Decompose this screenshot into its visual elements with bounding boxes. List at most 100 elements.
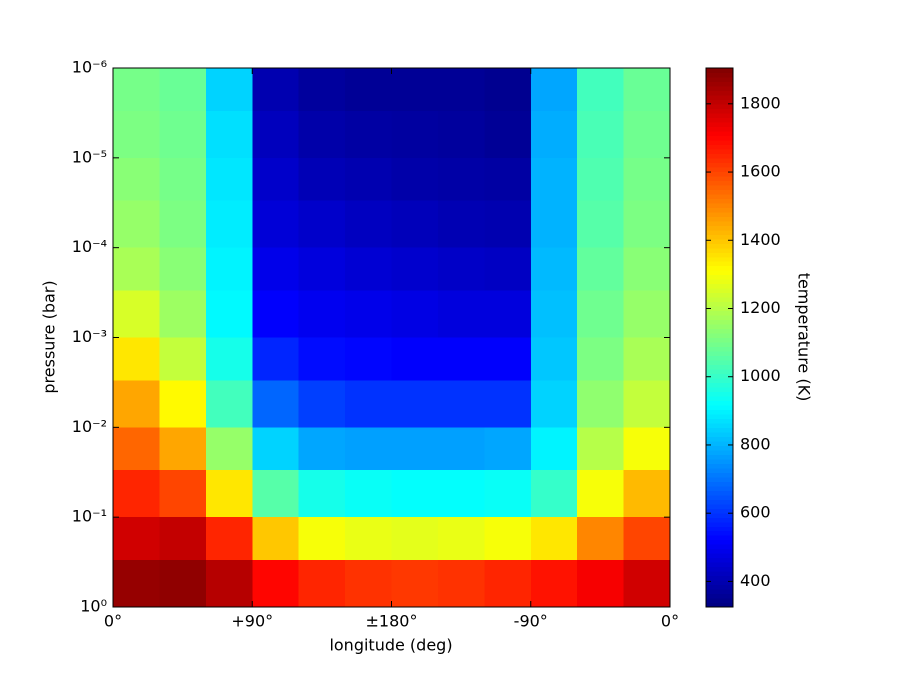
colorbar-tick-label: 400 <box>740 571 771 590</box>
heatmap-cell <box>530 337 578 381</box>
heatmap-cell <box>345 200 393 249</box>
heatmap-cell <box>205 470 253 518</box>
heatmap-cell <box>577 247 625 292</box>
heatmap-cell <box>391 337 439 381</box>
colorbar-segment <box>706 341 733 348</box>
colorbar-segment <box>706 274 733 280</box>
colorbar-segment <box>706 198 733 204</box>
heatmap-cell <box>252 427 300 471</box>
colorbar-segment <box>706 517 733 523</box>
colorbar-segment <box>706 413 733 419</box>
heatmap-cell <box>252 560 300 608</box>
colorbar-segment <box>706 553 733 559</box>
heatmap-cell <box>345 110 393 159</box>
heatmap-cell <box>159 110 207 159</box>
heatmap-cell <box>623 157 671 202</box>
heatmap-cell <box>530 517 578 561</box>
heatmap-cell <box>298 247 346 292</box>
colorbar-segment <box>706 81 733 87</box>
y-tick-label: 10⁻³ <box>72 327 107 346</box>
heatmap-cell <box>205 200 253 249</box>
x-tick-label: -90° <box>514 612 548 631</box>
heatmap-cell <box>623 110 671 159</box>
heatmap-cell <box>159 337 207 381</box>
heatmap-cell <box>252 337 300 381</box>
heatmap-cell <box>298 380 346 428</box>
heatmap-cell <box>484 68 532 112</box>
heatmap-cell <box>252 380 300 428</box>
colorbar-segment <box>706 166 733 172</box>
colorbar-segment <box>706 499 733 505</box>
colorbar-segment <box>706 270 733 276</box>
heatmap-cell <box>252 157 300 202</box>
colorbar-segment <box>706 566 733 572</box>
heatmap-cell <box>577 110 625 159</box>
colorbar-segment <box>706 108 733 114</box>
x-tick-label: 0° <box>104 612 122 631</box>
heatmap-cell <box>113 68 161 112</box>
y-tick-label: 10⁻⁵ <box>72 147 107 166</box>
colorbar-segment <box>706 472 733 478</box>
heatmap-cell <box>252 68 300 112</box>
heatmap-cell <box>205 517 253 561</box>
heatmap-cell <box>484 470 532 518</box>
heatmap-cell <box>577 560 625 608</box>
y-tick-label: 10⁰ <box>80 597 107 616</box>
heatmap-cell <box>298 290 346 339</box>
colorbar-segment <box>706 193 733 199</box>
heatmap-cell <box>159 517 207 561</box>
heatmap-cell <box>345 290 393 339</box>
colorbar-segment <box>706 445 733 451</box>
colorbar-segment <box>706 544 733 550</box>
heatmap-cell <box>437 290 485 339</box>
colorbar-segment <box>706 337 733 343</box>
colorbar-segment <box>706 355 733 361</box>
colorbar-segment <box>706 319 733 325</box>
heatmap-cell <box>252 290 300 339</box>
colorbar-segment <box>706 153 733 159</box>
colorbar-segment <box>706 467 733 473</box>
heatmap-cell <box>437 427 485 471</box>
colorbar-segment <box>706 261 733 267</box>
colorbar-segment <box>706 373 733 379</box>
heatmap-cell <box>252 470 300 518</box>
heatmap-cell <box>391 247 439 292</box>
colorbar-segment <box>706 94 733 101</box>
heatmap-cell <box>391 110 439 159</box>
heatmap-cell <box>484 380 532 428</box>
colorbar-segment <box>706 252 733 258</box>
colorbar-segment <box>706 216 733 222</box>
heatmap-cell <box>437 68 485 112</box>
colorbar-segment <box>706 382 733 388</box>
heatmap-cell <box>484 247 532 292</box>
heatmap-cell <box>623 470 671 518</box>
heatmap-cell <box>391 517 439 561</box>
heatmap-cell <box>345 68 393 112</box>
colorbar-segment <box>706 279 733 285</box>
colorbar-segment <box>706 112 733 119</box>
heatmap-cell <box>159 68 207 112</box>
colorbar-segment <box>706 148 733 154</box>
heatmap-cell <box>623 337 671 381</box>
heatmap-cell <box>113 200 161 249</box>
colorbar-segment <box>706 310 733 316</box>
heatmap-cell <box>298 110 346 159</box>
heatmap-cell <box>252 110 300 159</box>
colorbar-segment <box>706 490 733 496</box>
colorbar-segment <box>706 202 733 208</box>
colorbar-segment <box>706 449 733 455</box>
heatmap-cell <box>530 290 578 339</box>
colorbar-segment <box>706 85 733 92</box>
colorbar-segment <box>706 220 733 226</box>
heatmap-cell <box>484 560 532 608</box>
heatmap-cell <box>159 290 207 339</box>
colorbar-segment <box>706 350 733 357</box>
colorbar-segment <box>706 602 733 608</box>
colorbar-segment <box>706 404 733 410</box>
heatmap-cell <box>623 560 671 608</box>
x-tick-label: +90° <box>231 612 273 631</box>
heatmap-cell <box>391 290 439 339</box>
colorbar-segment <box>706 368 733 375</box>
heatmap-cell <box>623 380 671 428</box>
colorbar-segment <box>706 243 733 249</box>
